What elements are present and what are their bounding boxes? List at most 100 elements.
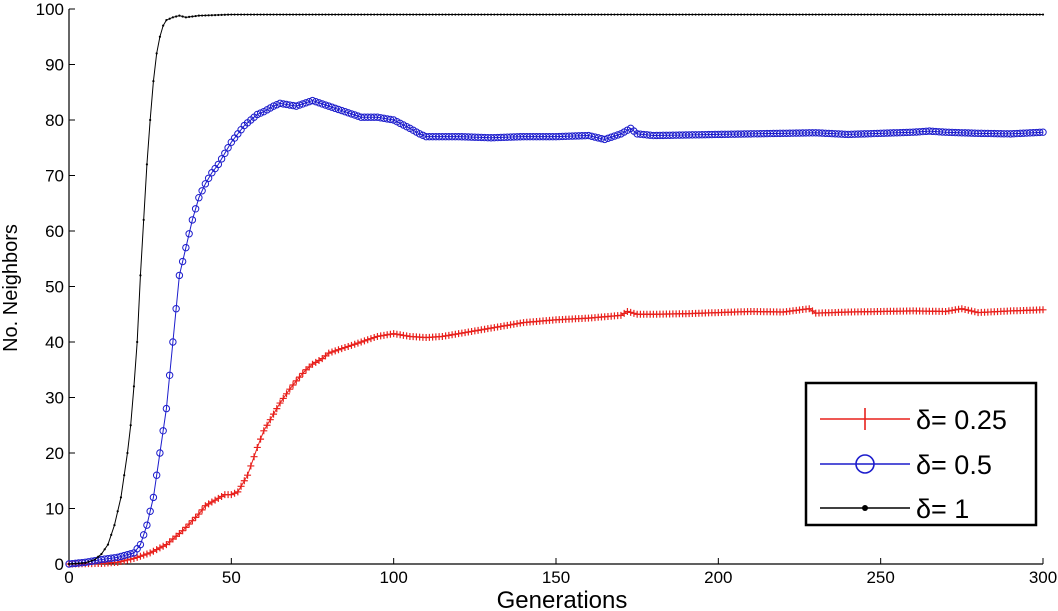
data-point (512, 13, 515, 16)
data-point (795, 13, 798, 16)
data-point (239, 13, 243, 16)
y-tick-label: 50 (45, 278, 64, 297)
data-point (444, 13, 447, 16)
data-point (328, 348, 336, 356)
data-point (119, 496, 123, 499)
data-point (194, 14, 197, 18)
data-point (182, 243, 190, 252)
data-point (308, 96, 317, 105)
data-point (185, 230, 193, 238)
data-point (114, 553, 122, 562)
data-point (331, 104, 339, 113)
data-point (344, 109, 352, 117)
data-point (273, 405, 281, 413)
data-point (113, 524, 116, 527)
data-point (970, 13, 973, 16)
data-point (292, 377, 300, 385)
data-point (347, 13, 350, 16)
series-circle (65, 96, 1047, 568)
data-point (311, 13, 314, 16)
data-point (269, 102, 278, 110)
data-point (756, 13, 759, 16)
data-point (350, 13, 353, 16)
data-point (156, 449, 164, 457)
data-point (691, 13, 694, 16)
y-tick-label: 0 (55, 555, 64, 574)
data-point (808, 13, 811, 16)
data-point (860, 13, 863, 16)
data-point (244, 471, 252, 479)
data-point (814, 13, 817, 16)
data-point (110, 533, 113, 536)
data-point (847, 13, 850, 16)
data-point (308, 13, 311, 16)
data-point (798, 13, 801, 16)
data-point (918, 13, 921, 16)
y-tick-label: 60 (45, 222, 64, 241)
data-point (266, 416, 274, 424)
data-point (175, 271, 184, 280)
data-point (684, 13, 687, 16)
data-point (782, 13, 785, 16)
data-point (597, 13, 600, 16)
data-point (286, 385, 294, 393)
data-point (247, 462, 255, 470)
data-point (600, 13, 603, 16)
data-point (499, 13, 502, 16)
data-point (114, 558, 122, 566)
data-point (610, 132, 619, 140)
data-point (752, 13, 756, 16)
data-point (344, 342, 352, 350)
data-point (402, 13, 405, 16)
data-point (613, 13, 616, 16)
data-point (593, 13, 597, 16)
y-tick-label: 30 (45, 389, 64, 408)
data-point (337, 13, 340, 16)
data-point (338, 345, 346, 353)
data-point (668, 13, 671, 16)
data-point (270, 410, 278, 418)
data-point (100, 552, 103, 556)
x-tick-label: 250 (866, 568, 894, 587)
x-axis-label: Generations (497, 587, 628, 611)
data-point (367, 335, 375, 343)
legend-item: δ= 0.25 (820, 405, 1007, 435)
data-point (652, 13, 655, 16)
data-point (879, 13, 882, 16)
data-point (351, 340, 359, 348)
data-point (749, 13, 752, 16)
data-point (341, 107, 349, 116)
data-point (873, 13, 876, 16)
data-point (156, 544, 164, 552)
legend-label: δ= 1 (916, 494, 969, 524)
data-point (312, 97, 320, 106)
data-point (963, 13, 967, 16)
data-point (334, 13, 337, 16)
data-point (522, 13, 525, 16)
data-point (234, 488, 242, 496)
data-point (681, 13, 684, 16)
data-point (733, 13, 736, 16)
data-point (850, 13, 853, 16)
data-point (214, 14, 217, 17)
data-point (480, 13, 483, 16)
data-point (834, 13, 837, 16)
data-point (162, 404, 171, 413)
data-point (249, 13, 252, 16)
data-point (366, 13, 369, 16)
data-point (1009, 13, 1012, 16)
data-point (746, 13, 749, 16)
data-point (256, 13, 259, 16)
data-point (412, 13, 415, 16)
data-point (743, 13, 746, 16)
data-point (146, 549, 154, 557)
data-point (976, 13, 980, 16)
data-point (678, 13, 681, 16)
data-point (934, 13, 937, 16)
data-point (171, 16, 174, 19)
data-point (97, 555, 100, 558)
data-point (785, 13, 788, 16)
data-point (198, 187, 206, 195)
data-point (483, 13, 486, 16)
data-point (574, 13, 577, 16)
